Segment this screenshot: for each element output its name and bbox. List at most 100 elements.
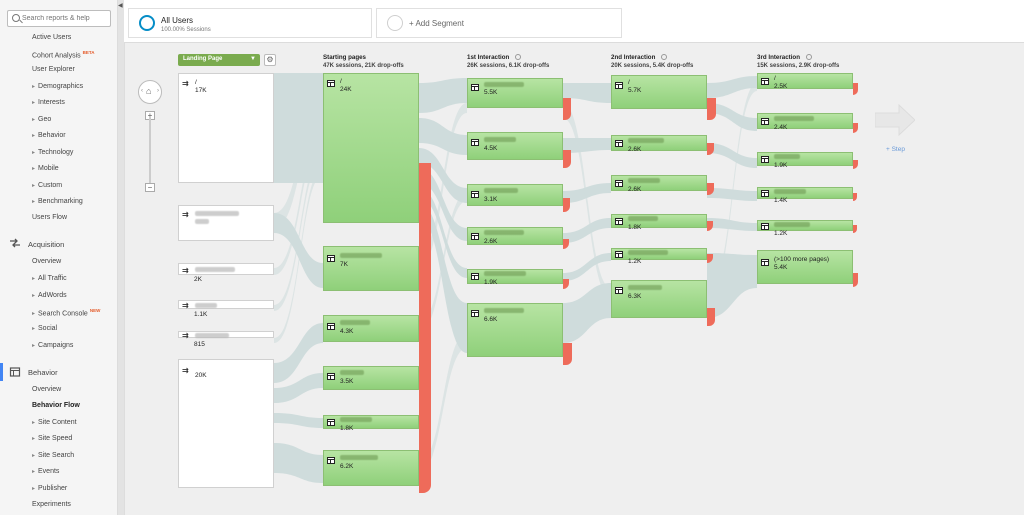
nav-site-search[interactable]: Site Search	[32, 452, 74, 459]
nav-behavior-audience[interactable]: Behavior	[32, 132, 66, 139]
third-interaction-node[interactable]: (>100 more pages) 5.4K	[757, 250, 853, 284]
landing-node[interactable]: ⇉	[178, 263, 274, 275]
nav-users-flow[interactable]: Users Flow	[32, 214, 68, 221]
dropoff-band[interactable]	[707, 183, 714, 195]
first-interaction-node[interactable]: 4.5K	[467, 132, 563, 160]
landing-node[interactable]: ⇉	[178, 331, 274, 340]
nav-publisher[interactable]: Publisher	[32, 485, 67, 492]
dropoff-band[interactable]	[563, 279, 569, 289]
dropoff-band[interactable]	[707, 98, 716, 120]
dropoff-band[interactable]	[563, 198, 570, 212]
nav-events[interactable]: Events	[32, 468, 59, 475]
zoom-out-button[interactable]: −	[145, 183, 155, 192]
section-behavior[interactable]: Behavior	[28, 368, 58, 377]
third-interaction-node[interactable]: 2.4K	[757, 113, 853, 131]
add-step-arrow-icon[interactable]	[875, 103, 915, 137]
nav-campaigns[interactable]: Campaigns	[32, 342, 73, 349]
landing-page-dimension-select[interactable]: Landing Page ▼	[178, 54, 260, 66]
landing-node[interactable]: ⇉	[178, 300, 274, 310]
second-interaction-node[interactable]: 1.8K	[611, 214, 707, 231]
options-icon[interactable]	[805, 54, 812, 60]
sidebar-collapse-handle[interactable]: ◀	[118, 0, 124, 515]
add-step-link[interactable]: + Step	[886, 146, 905, 153]
nav-user-explorer[interactable]: User Explorer	[32, 66, 75, 73]
nav-custom[interactable]: Custom	[32, 182, 62, 189]
nav-demographics[interactable]: Demographics	[32, 83, 83, 90]
landing-node[interactable]: ⇉ 20K	[178, 359, 274, 488]
nav-site-content[interactable]: Site Content	[32, 419, 77, 426]
dropoff-band[interactable]	[853, 273, 858, 287]
third-interaction-node[interactable]: 1.9K	[757, 152, 853, 169]
dropoff-band[interactable]	[853, 83, 858, 95]
nav-behavior-overview[interactable]: Overview	[32, 386, 62, 393]
add-segment-button[interactable]: + Add Segment	[376, 8, 622, 38]
node-value: 7K	[340, 261, 348, 268]
nav-experiments[interactable]: Experiments	[32, 501, 71, 508]
first-interaction-node[interactable]: 3.1K	[467, 184, 563, 206]
dropoff-band[interactable]	[563, 150, 571, 168]
dropoff-band[interactable]	[707, 254, 713, 263]
starting-page-node[interactable]: 1.8K	[323, 415, 419, 432]
search-box[interactable]	[7, 10, 111, 27]
third-interaction-node[interactable]: / 2.5K	[757, 73, 853, 90]
nav-adwords[interactable]: AdWords	[32, 292, 67, 299]
first-interaction-node[interactable]: 5.5K	[467, 78, 563, 108]
home-icon[interactable]: ⌂	[146, 86, 152, 96]
behavior-flow-canvas[interactable]: ‹ ⌂ › + − Landing Page ▼ ⚙ Starting pages…	[124, 43, 1024, 515]
nav-cohort-analysis[interactable]: Cohort Analysis BETA	[32, 50, 95, 60]
pan-control[interactable]: ‹ ⌂ ›	[138, 80, 162, 104]
second-interaction-node[interactable]: 2.6K	[611, 175, 707, 193]
first-interaction-node[interactable]: 1.9K	[467, 269, 563, 286]
gear-icon[interactable]: ⚙	[264, 54, 276, 66]
nav-benchmarking[interactable]: Benchmarking	[32, 198, 83, 205]
nav-behavior-flow[interactable]: Behavior Flow	[32, 402, 80, 409]
starting-page-node[interactable]: 4.3K	[323, 315, 419, 342]
options-icon[interactable]	[515, 54, 522, 60]
search-input[interactable]	[22, 12, 108, 25]
page-icon	[761, 259, 769, 266]
dropoff-band[interactable]	[853, 123, 858, 133]
starting-page-node[interactable]: 7K	[323, 246, 419, 291]
pan-left-icon[interactable]: ‹	[141, 88, 143, 94]
nav-interests[interactable]: Interests	[32, 99, 65, 106]
nav-all-traffic[interactable]: All Traffic	[32, 275, 67, 282]
landing-node[interactable]: ⇉ / 17K	[178, 73, 274, 183]
second-interaction-node[interactable]: 6.3K	[611, 280, 707, 318]
nav-acq-overview[interactable]: Overview	[32, 258, 62, 265]
third-interaction-node[interactable]: 1.2K	[757, 220, 853, 237]
dropoff-band[interactable]	[707, 308, 715, 326]
nav-active-users[interactable]: Active Users	[32, 34, 72, 41]
landing-node[interactable]: ⇉	[178, 205, 274, 241]
blurred-text	[195, 303, 217, 308]
dropoff-band[interactable]	[563, 343, 572, 365]
dropoff-band[interactable]	[563, 239, 569, 249]
section-acquisition[interactable]: Acquisition	[28, 240, 65, 249]
zoom-slider[interactable]	[149, 117, 151, 183]
second-interaction-node[interactable]: 2.6K	[611, 135, 707, 153]
dropoff-band[interactable]	[563, 98, 571, 120]
options-icon[interactable]	[661, 54, 668, 60]
first-interaction-node[interactable]: 6.6K	[467, 303, 563, 357]
dropoff-band[interactable]	[853, 160, 858, 169]
dropoff-band[interactable]	[707, 221, 713, 231]
starting-page-node[interactable]: 3.5K	[323, 366, 419, 390]
dropoff-band[interactable]	[419, 163, 431, 493]
nav-mobile[interactable]: Mobile	[32, 165, 59, 172]
nav-social[interactable]: Social	[32, 325, 57, 332]
nav-technology[interactable]: Technology	[32, 149, 73, 156]
starting-page-node[interactable]: / 24K	[323, 73, 419, 223]
nav-geo[interactable]: Geo	[32, 116, 51, 123]
nav-site-speed[interactable]: Site Speed	[32, 435, 72, 442]
second-interaction-node[interactable]: / 5.7K	[611, 75, 707, 109]
dropoff-band[interactable]	[707, 143, 714, 155]
blurred-text	[628, 285, 662, 290]
first-interaction-node[interactable]: 2.6K	[467, 227, 563, 245]
third-interaction-node[interactable]: 1.4K	[757, 187, 853, 204]
segment-all-users[interactable]: All Users 100.00% Sessions	[128, 8, 372, 38]
dropoff-band[interactable]	[853, 225, 857, 233]
starting-page-node[interactable]: 6.2K	[323, 450, 419, 486]
pan-right-icon[interactable]: ›	[157, 88, 159, 94]
second-interaction-node[interactable]: 1.2K	[611, 248, 707, 265]
dropoff-band[interactable]	[853, 193, 857, 201]
